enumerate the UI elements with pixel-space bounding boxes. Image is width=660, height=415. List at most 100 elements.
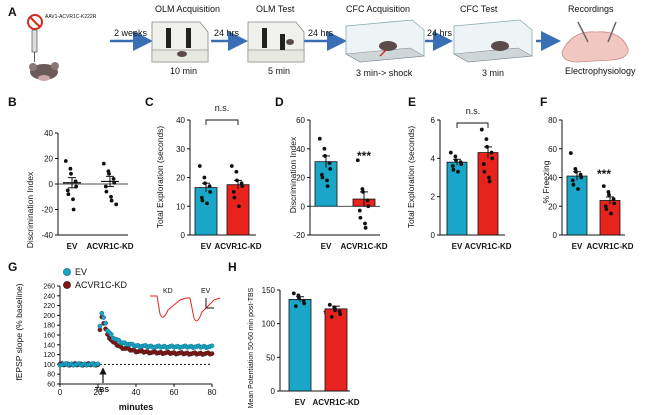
panel-label-e: E — [408, 95, 416, 109]
x-tick-label: 60 — [170, 388, 179, 397]
data-point-ev — [199, 195, 204, 200]
data-point-kd — [361, 189, 365, 194]
y-axis-label: fEPSP slope (% baseline) — [14, 283, 24, 380]
bar-ev — [194, 187, 218, 236]
data-point-ev — [200, 198, 205, 203]
category-label-ev: EV — [321, 242, 332, 251]
y-tick-label: 20 — [296, 174, 305, 183]
virus-label: AAV1-ACVR1C-K222R — [45, 14, 97, 20]
data-point-ev — [323, 154, 327, 158]
data-point-ev — [319, 172, 324, 177]
bar-kd — [599, 200, 621, 236]
step-title: CFC Test — [460, 4, 498, 14]
significance-annotation: *** — [357, 149, 371, 163]
data-point-ev — [202, 175, 207, 180]
legend-label-ev: EV — [75, 267, 87, 277]
y-tick-label: 240 — [43, 293, 55, 300]
data-point-ev — [302, 301, 307, 306]
category-label-kd: ACVR1C-KD — [312, 398, 359, 407]
significance-bracket — [205, 119, 239, 125]
data-point-ev — [68, 166, 73, 171]
category-label-ev: EV — [201, 242, 212, 251]
data-point-kd — [104, 189, 109, 194]
data-point-kd — [363, 221, 367, 226]
data-point-kd — [363, 225, 368, 230]
data-point-ev — [66, 192, 71, 197]
data-point-ev — [73, 179, 78, 184]
step-caption: 10 min — [170, 66, 197, 76]
cfc-test-step: CFC Test 3 min — [453, 4, 533, 78]
data-point-ev — [209, 343, 215, 349]
y-tick-label: 260 — [43, 284, 55, 291]
data-point-ev — [103, 320, 108, 326]
y-tick-label: -20 — [41, 206, 53, 215]
data-point-ev — [451, 167, 456, 172]
y-tick-label: -20 — [293, 231, 305, 240]
data-point-kd — [358, 215, 363, 220]
data-point-kd — [231, 189, 236, 194]
data-point-kd — [606, 189, 611, 194]
data-point-ev — [568, 151, 573, 155]
data-point-ev — [297, 296, 301, 300]
y-tick-label: 0 — [431, 231, 436, 240]
panel-label-f: F — [540, 95, 547, 109]
x-tick-label: 20 — [94, 388, 103, 397]
y-axis-label: Total Exploration (seconds) — [155, 126, 165, 229]
bar-ev — [288, 299, 312, 392]
olm-test-step: OLM Test 5 min — [247, 4, 305, 76]
data-point-kd — [338, 312, 343, 317]
data-point-kd — [366, 204, 371, 209]
data-point-kd — [490, 156, 495, 161]
data-point-ev — [454, 158, 458, 163]
data-point-ev — [197, 164, 202, 168]
panel-d-chart: D Discrimination Index EV ACVR1C-KD *** … — [275, 95, 388, 251]
data-point-kd — [479, 127, 484, 132]
data-point-ev — [573, 166, 578, 171]
y-tick-label: 180 — [43, 323, 55, 330]
data-point-ev — [95, 361, 101, 367]
y-tick-label: 50 — [266, 353, 275, 362]
data-point-kd — [109, 194, 113, 199]
data-point-kd — [329, 315, 334, 319]
category-label-kd: ACVR1C-KD — [214, 242, 261, 251]
y-tick-label: 150 — [262, 286, 276, 295]
y-tick-label: -40 — [41, 231, 53, 240]
data-point-kd — [209, 351, 215, 356]
category-label-ev: EV — [452, 242, 463, 251]
data-point-ev — [205, 201, 209, 206]
data-point-ev — [578, 172, 583, 177]
data-point-kd — [357, 208, 362, 213]
data-point-kd — [234, 169, 239, 174]
legend-marker-kd — [63, 281, 71, 289]
panel-h-chart: H Mean Potentiation 50-60 min post-TBS E… — [228, 260, 360, 408]
data-point-kd — [114, 202, 119, 207]
data-point-kd — [111, 177, 116, 181]
data-point-ev — [317, 136, 322, 141]
bar-kd — [324, 308, 348, 392]
data-point-kd — [487, 179, 492, 184]
data-point-kd — [612, 201, 617, 206]
y-axis-label: % Freezing — [541, 160, 551, 203]
data-point-ev — [63, 159, 68, 163]
data-point-ev — [69, 171, 73, 176]
x-tick-label: 40 — [132, 388, 141, 397]
data-point-ev — [208, 189, 213, 194]
x-tick-label: 0 — [58, 388, 63, 397]
y-tick-label: 6 — [431, 116, 436, 125]
category-label-kd: ACVR1C-KD — [464, 242, 511, 251]
panel-label-g: G — [8, 260, 17, 274]
x-axis-label: minutes — [119, 402, 154, 412]
scale-bar — [205, 298, 214, 309]
data-point-ev — [574, 169, 578, 174]
category-label-ev: EV — [67, 242, 78, 251]
data-point-kd — [487, 175, 491, 180]
legend: EV ACVR1C-KD — [63, 267, 128, 290]
step-title: OLM Acquisition — [155, 4, 220, 14]
y-tick-label: 40 — [548, 174, 557, 183]
panel-e-chart: E Total Exploration (seconds) EV ACVR1C-… — [406, 95, 512, 251]
trace-kd — [150, 295, 187, 318]
step-title: Recordings — [568, 4, 614, 14]
panel-label-b: B — [8, 95, 17, 109]
data-point-ev — [99, 310, 105, 316]
